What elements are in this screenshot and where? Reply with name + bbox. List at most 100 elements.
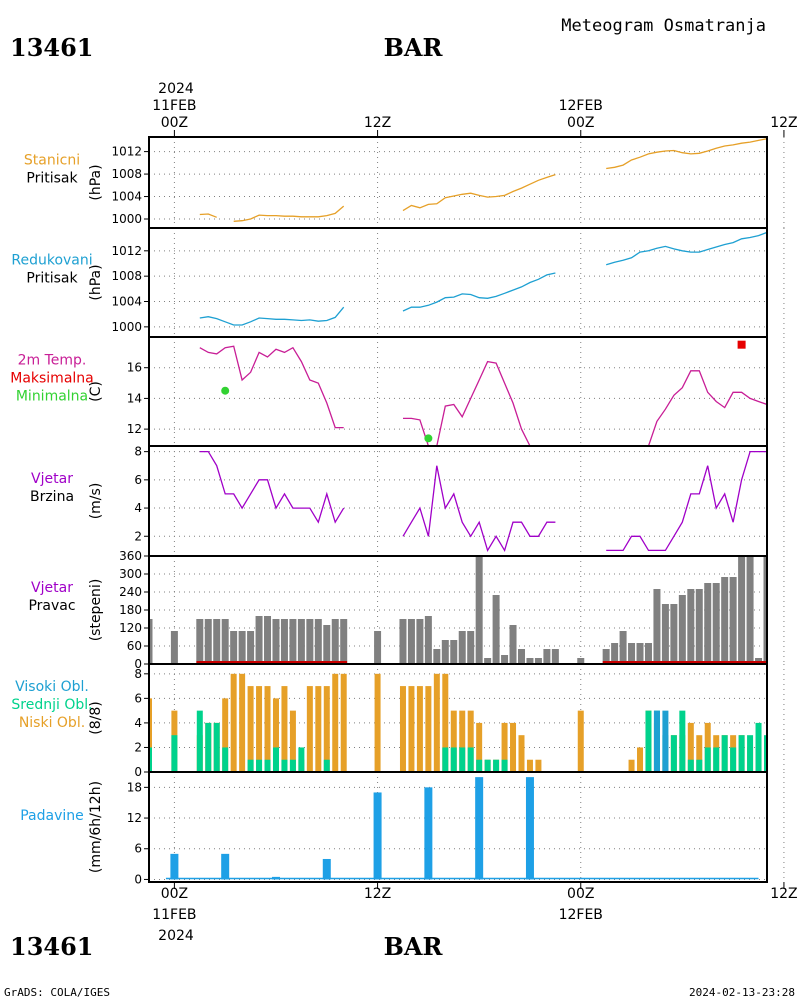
wind-direction-bar [704,583,712,664]
y-tick-label: 1012 [111,145,142,159]
wind-direction-bar [247,631,255,664]
mid-cloud-bar [747,735,754,772]
wind-direction-bar [492,595,500,664]
low-cloud-bar [459,710,466,772]
panel-plot-area [149,673,767,772]
low-cloud-bar [425,686,432,772]
wind-direction-bar [238,631,246,664]
low-cloud-bar [374,673,381,772]
mid-cloud-bar [730,747,737,772]
wind-direction-bar [416,619,424,664]
low-cloud-bar [526,759,533,772]
y-tick-label: 1000 [111,212,142,226]
series-line [402,272,556,312]
series-line [606,231,767,266]
y-tick-label: 1004 [111,190,142,204]
panel-label: Srednji Obl. [11,697,92,713]
mid-cloud-bar [281,759,288,772]
low-cloud-bar [281,686,288,772]
wind-direction-bar [729,577,737,664]
y-tick-label: 0 [134,872,142,886]
low-cloud-bar [577,710,584,772]
precip-bar [322,858,331,880]
low-cloud-bar [149,698,152,772]
y-axis-unit-label: (8/8) [88,701,104,734]
mid-cloud-bar [679,710,686,772]
panel-label: Pravac [28,598,75,614]
station-name-top: BAR [384,33,444,62]
top-hour-tick-label: 00Z [161,115,188,131]
mid-cloud-bar [670,735,677,772]
wind-direction-bar [763,556,767,664]
wind-direction-bar [323,625,331,664]
mid-cloud-bar [289,759,296,772]
precip-bar [373,792,382,880]
low-cloud-bar [535,759,542,772]
low-cloud-bar [433,673,440,772]
wind-direction-bar [475,556,483,664]
title-meteogram: Meteogram Osmatranja [561,16,766,36]
panel-frame [148,445,768,557]
mid-cloud-bar [704,747,711,772]
panel-label: Brzina [30,489,74,505]
low-cloud-bar [399,686,406,772]
series-line [199,213,217,218]
panel-plot-area [199,138,767,222]
panel-wind_direction: 0 60 120 180 240 300 360 (stepeni) Vjetar Pravac [28,549,785,671]
wind-direction-bar [746,556,754,664]
low-cloud-bar [450,710,457,772]
mid-cloud-bar [687,759,694,772]
panel-label: Niski Obl. [19,715,85,731]
wind-direction-bar [695,589,703,664]
panel-label: Pritisak [26,171,78,187]
wind-direction-bar [441,640,449,664]
wind-direction-bar [644,643,652,664]
y-tick-label: 240 [119,585,142,599]
top-day-label: 11FEB [152,98,196,114]
low-cloud-bar [264,686,271,772]
precip-bar [475,777,484,880]
low-cloud-bar [247,686,254,772]
station-id-bottom: 13461 [10,932,94,961]
mid-cloud-bar [222,747,229,772]
y-tick-label: 0 [134,765,142,779]
wind-direction-bar [653,589,661,664]
wind-direction-bar [509,625,517,664]
y-axis-unit-label: (stepeni) [88,579,104,642]
mid-cloud-bar [501,759,508,772]
wind-direction-bar [467,631,475,664]
low-cloud-bar [340,673,347,772]
panel-label: Pritisak [26,271,78,287]
panel-frame [148,336,768,447]
wind-direction-bar [534,658,542,664]
y-tick-label: 4 [134,716,142,730]
wind-direction-bar [611,643,619,664]
panel-label: Stanicni [24,153,80,169]
mid-cloud-bar [738,735,745,772]
low-cloud-bar [501,722,508,772]
mid-cloud-bar [645,710,652,772]
low-cloud-bar [306,686,313,772]
panel-plot-area [149,556,767,664]
y-tick-label: 120 [119,621,142,635]
wind-direction-bar [407,619,415,664]
wind-direction-bar [661,604,669,664]
mid-cloud-bar [149,747,152,772]
y-tick-label: 18 [127,780,142,794]
mid-cloud-bar [298,747,305,772]
wind-direction-bar [306,619,314,664]
panel-label: Maksimalna [10,371,94,387]
mid-cloud-bar [450,747,457,772]
precip-bar [424,787,433,880]
y-tick-label: 14 [127,391,142,405]
y-tick-label: 6 [134,473,142,487]
y-tick-label: 4 [134,501,142,515]
y-tick-label: 8 [134,667,142,681]
low-cloud-bar [222,698,229,772]
low-cloud-bar [518,735,525,772]
low-cloud-bar [696,735,703,772]
y-tick-label: 6 [134,691,142,705]
wind-direction-bar [721,577,729,664]
low-cloud-bar [510,722,517,772]
series-line [403,360,531,446]
